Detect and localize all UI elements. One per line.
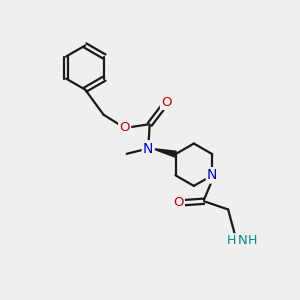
Text: H: H: [248, 234, 258, 247]
Text: H: H: [227, 235, 236, 248]
Polygon shape: [152, 148, 176, 157]
Text: O: O: [173, 196, 184, 209]
Text: O: O: [161, 96, 172, 109]
Text: N: N: [238, 234, 248, 247]
Text: O: O: [119, 122, 130, 134]
Text: N: N: [207, 168, 217, 182]
Text: N: N: [143, 142, 153, 155]
